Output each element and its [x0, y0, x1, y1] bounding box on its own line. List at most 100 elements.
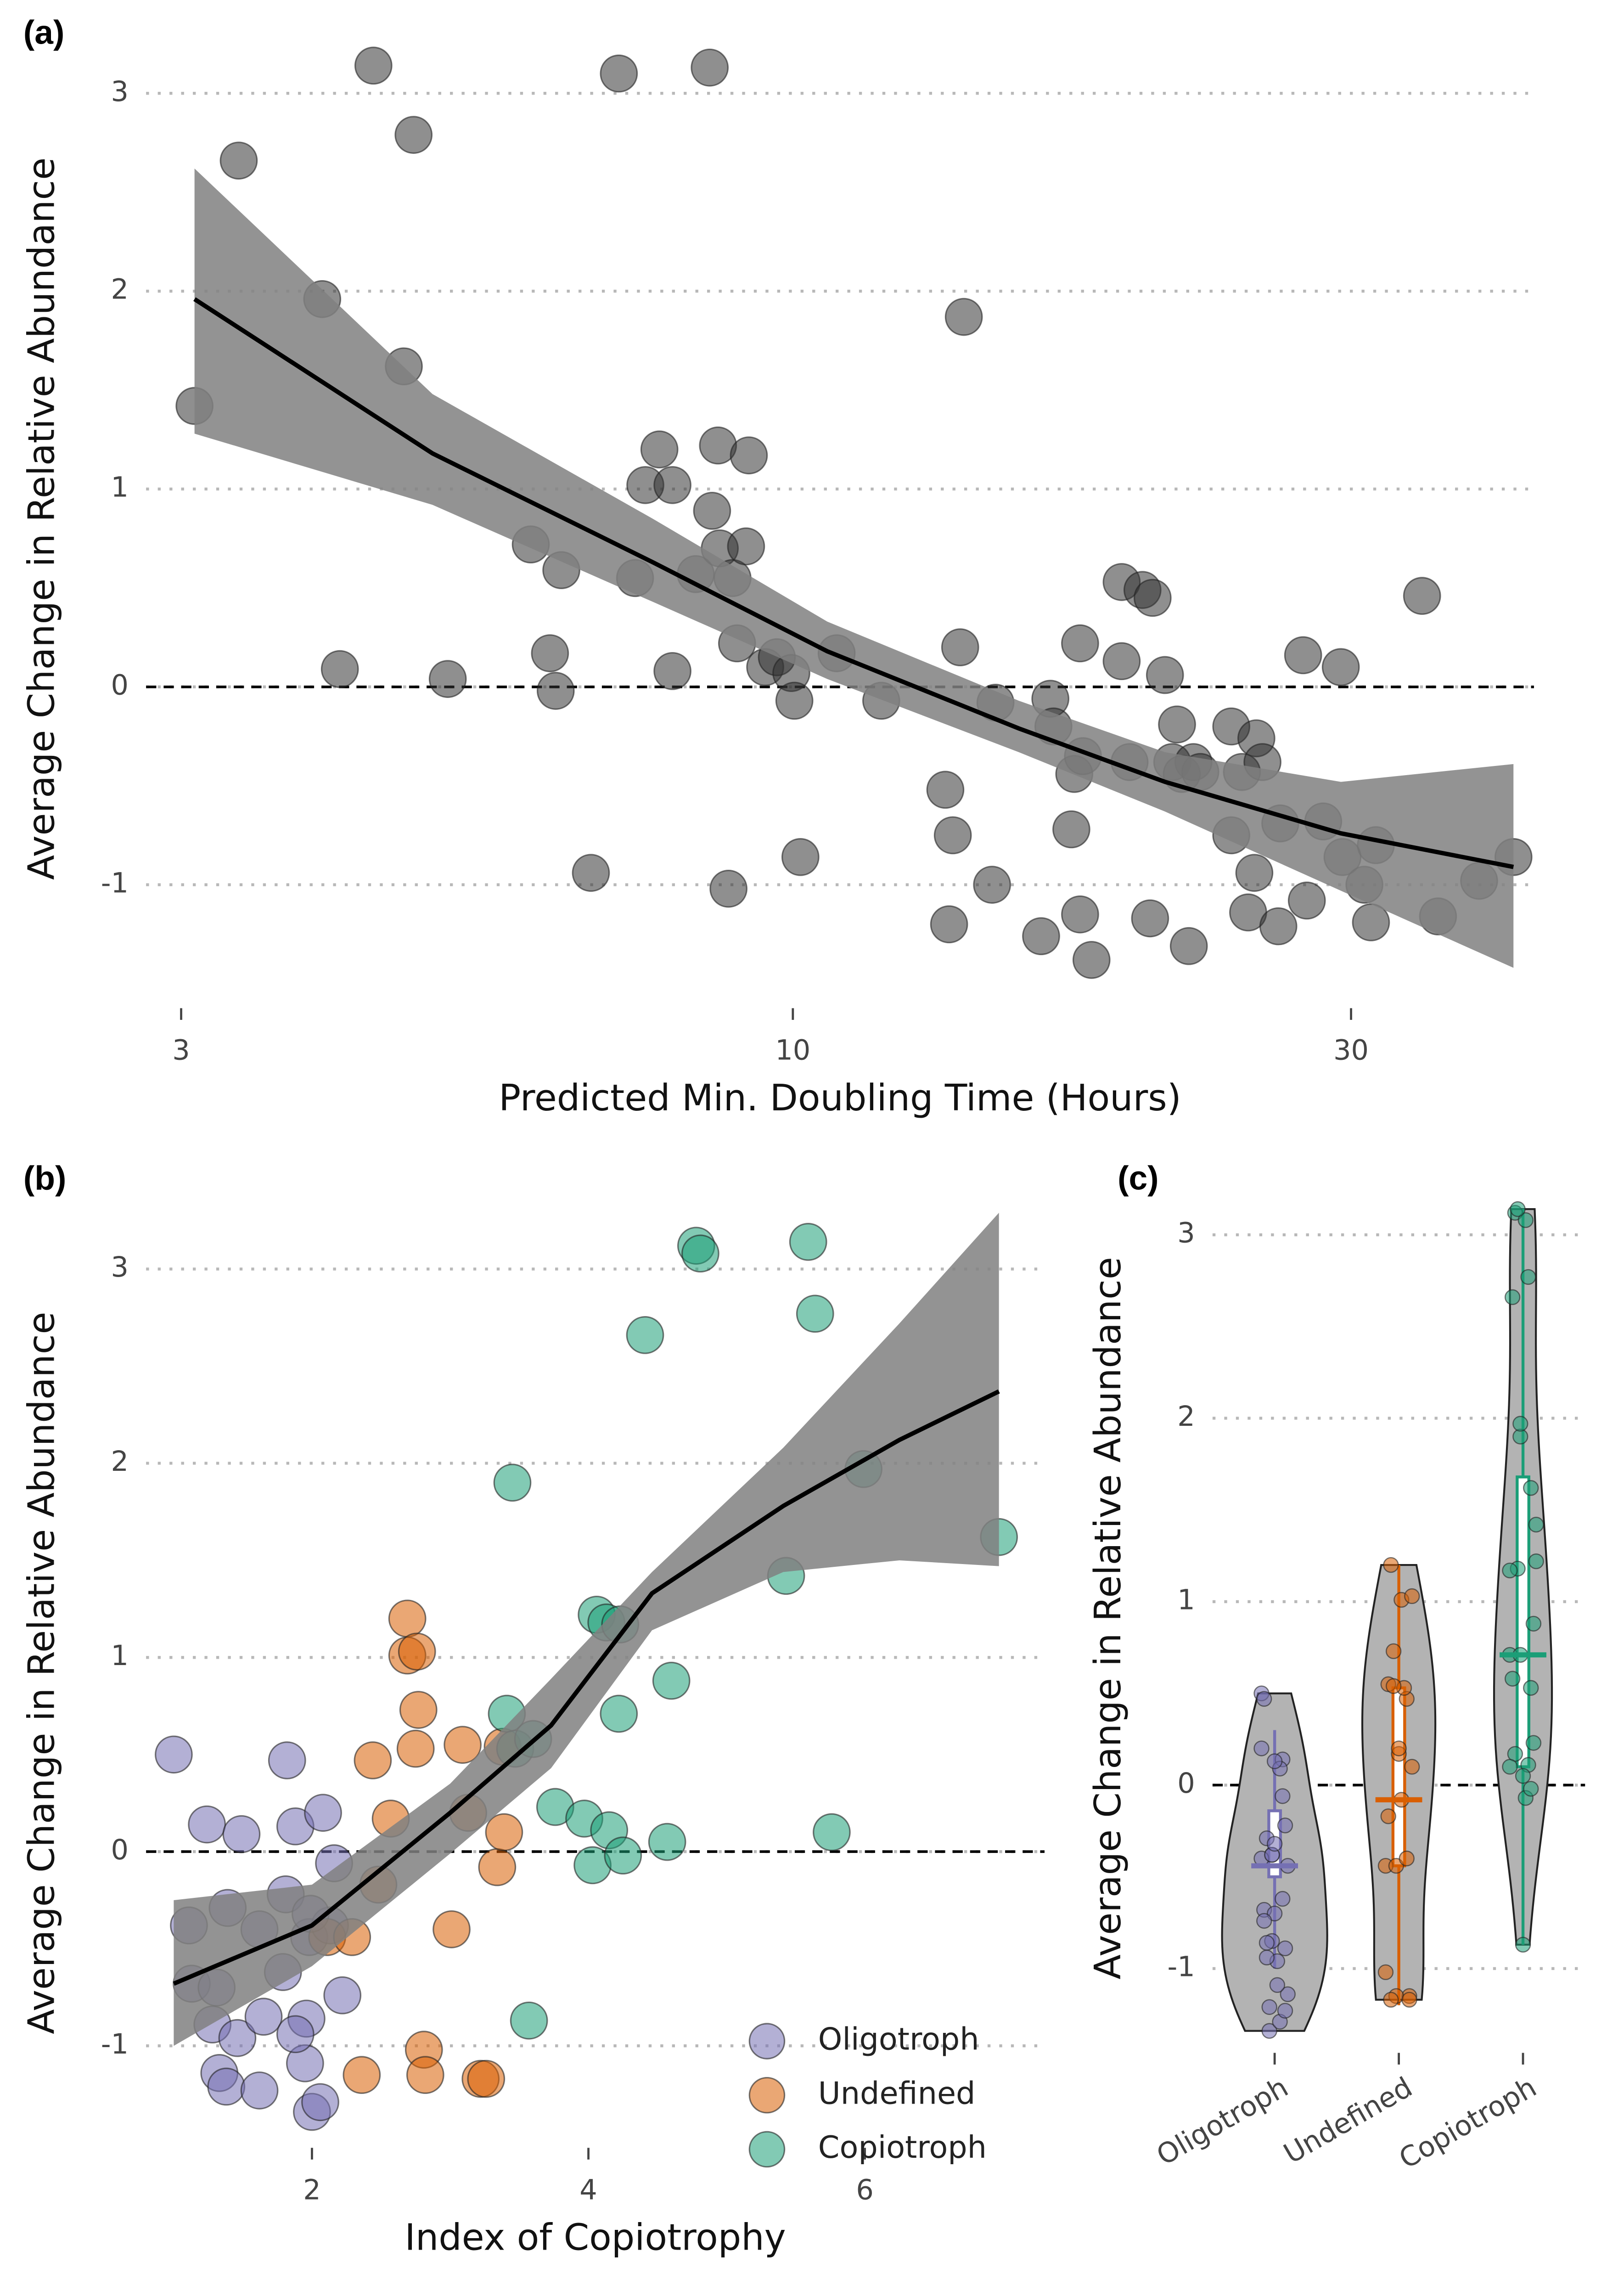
confidence-band	[174, 1212, 999, 2046]
point	[653, 466, 691, 504]
point	[155, 1735, 193, 1774]
point	[478, 1848, 517, 1886]
point	[604, 1836, 642, 1875]
point	[354, 1741, 392, 1779]
point	[648, 1823, 686, 1861]
point	[727, 527, 765, 566]
jitter-point	[1510, 1201, 1526, 1217]
x-tick-label: 6	[856, 2174, 873, 2206]
point	[1133, 579, 1172, 617]
legend-label: Copiotroph	[818, 2129, 987, 2165]
y-tick-label: 3	[111, 76, 129, 108]
point	[276, 2015, 315, 2054]
panel-label: (b)	[23, 1159, 66, 1197]
jitter-point	[1401, 1992, 1417, 2008]
y-tick-label: -1	[1167, 1951, 1195, 1983]
jitter-point	[1515, 1768, 1531, 1784]
jitter-point	[1380, 1808, 1396, 1824]
jitter-point	[1377, 1964, 1394, 1981]
point	[433, 1910, 471, 1948]
point	[941, 628, 979, 667]
point	[323, 1976, 362, 2015]
point	[1284, 636, 1322, 675]
point	[218, 2019, 257, 2057]
y-axis-label: Average Change in Relative Abundance	[20, 1312, 62, 2034]
point	[493, 1463, 532, 1502]
point	[240, 2071, 279, 2110]
jitter-point	[1504, 1671, 1521, 1687]
point	[1158, 705, 1196, 744]
x-axis-label: Index of Copiotrophy	[405, 2216, 786, 2259]
jitter-point	[1528, 1553, 1544, 1570]
jitter-point	[1520, 1269, 1536, 1285]
x-axis-label: Predicted Min. Doubling Time (Hours)	[499, 1076, 1181, 1119]
point	[398, 1632, 436, 1671]
point	[444, 1726, 482, 1764]
point	[1052, 810, 1090, 849]
jitter-point	[1504, 1289, 1521, 1306]
point	[428, 660, 467, 698]
y-tick-label: 2	[111, 1446, 129, 1478]
point	[926, 771, 965, 809]
point	[1061, 624, 1099, 663]
legend-swatch	[748, 2131, 786, 2168]
jitter-point	[1275, 1891, 1291, 1907]
jitter-point	[1275, 1788, 1291, 1804]
point	[399, 1691, 438, 1729]
point	[219, 141, 258, 180]
jitter-point	[1277, 1940, 1293, 1957]
point	[406, 2056, 444, 2094]
jitter-point	[1517, 1212, 1534, 1228]
jitter-point	[1261, 1999, 1277, 2015]
jitter-point	[1523, 1480, 1539, 1496]
y-axis-label: Average Change in Relative Abundance	[1086, 1257, 1129, 1979]
y-tick-label: 3	[111, 1251, 129, 1283]
point	[320, 650, 359, 688]
x-tick-label: 30	[1333, 1035, 1369, 1067]
jitter-point	[1269, 1977, 1286, 1993]
legend-swatch	[748, 2023, 786, 2060]
point	[572, 854, 610, 892]
legend-label: Undefined	[818, 2075, 976, 2111]
point	[730, 436, 768, 475]
point	[709, 869, 747, 908]
point	[789, 1223, 827, 1261]
jitter-point	[1385, 1643, 1402, 1659]
point	[304, 1794, 342, 1832]
point	[1146, 656, 1184, 694]
jitter-point	[1515, 1936, 1531, 1953]
y-tick-label: 1	[111, 1640, 129, 1672]
trend-line	[193, 297, 1514, 869]
y-tick-label: 1	[1177, 1584, 1195, 1616]
box	[1391, 1686, 1406, 1868]
y-tick-label: 2	[111, 274, 129, 306]
point	[394, 116, 433, 154]
jitter-point	[1404, 1759, 1420, 1775]
jitter-point	[1525, 1735, 1542, 1751]
jitter-point	[1502, 1562, 1518, 1579]
point	[930, 905, 968, 944]
point	[652, 1661, 691, 1700]
jitter-point	[1266, 1836, 1283, 1852]
point	[531, 634, 569, 672]
jitter-point	[1277, 1818, 1293, 1834]
y-tick-label: 0	[111, 669, 129, 701]
point	[388, 1599, 427, 1638]
y-tick-label: 3	[1177, 1217, 1195, 1249]
jitter-point	[1261, 2023, 1277, 2039]
point	[1072, 941, 1111, 979]
point	[1403, 577, 1441, 615]
point	[796, 1294, 834, 1333]
jitter-point	[1383, 1992, 1399, 2008]
point	[536, 672, 575, 710]
panel-label: (c)	[1118, 1159, 1158, 1197]
jitter-point	[1528, 1517, 1544, 1533]
trend-line	[173, 1389, 1000, 1986]
jitter-point	[1391, 1740, 1407, 1756]
x-tick-label: 10	[775, 1035, 810, 1067]
point	[396, 1729, 435, 1768]
jitter-point	[1502, 1759, 1518, 1775]
point	[653, 652, 691, 690]
point	[268, 1741, 306, 1779]
jitter-point	[1404, 1588, 1420, 1604]
